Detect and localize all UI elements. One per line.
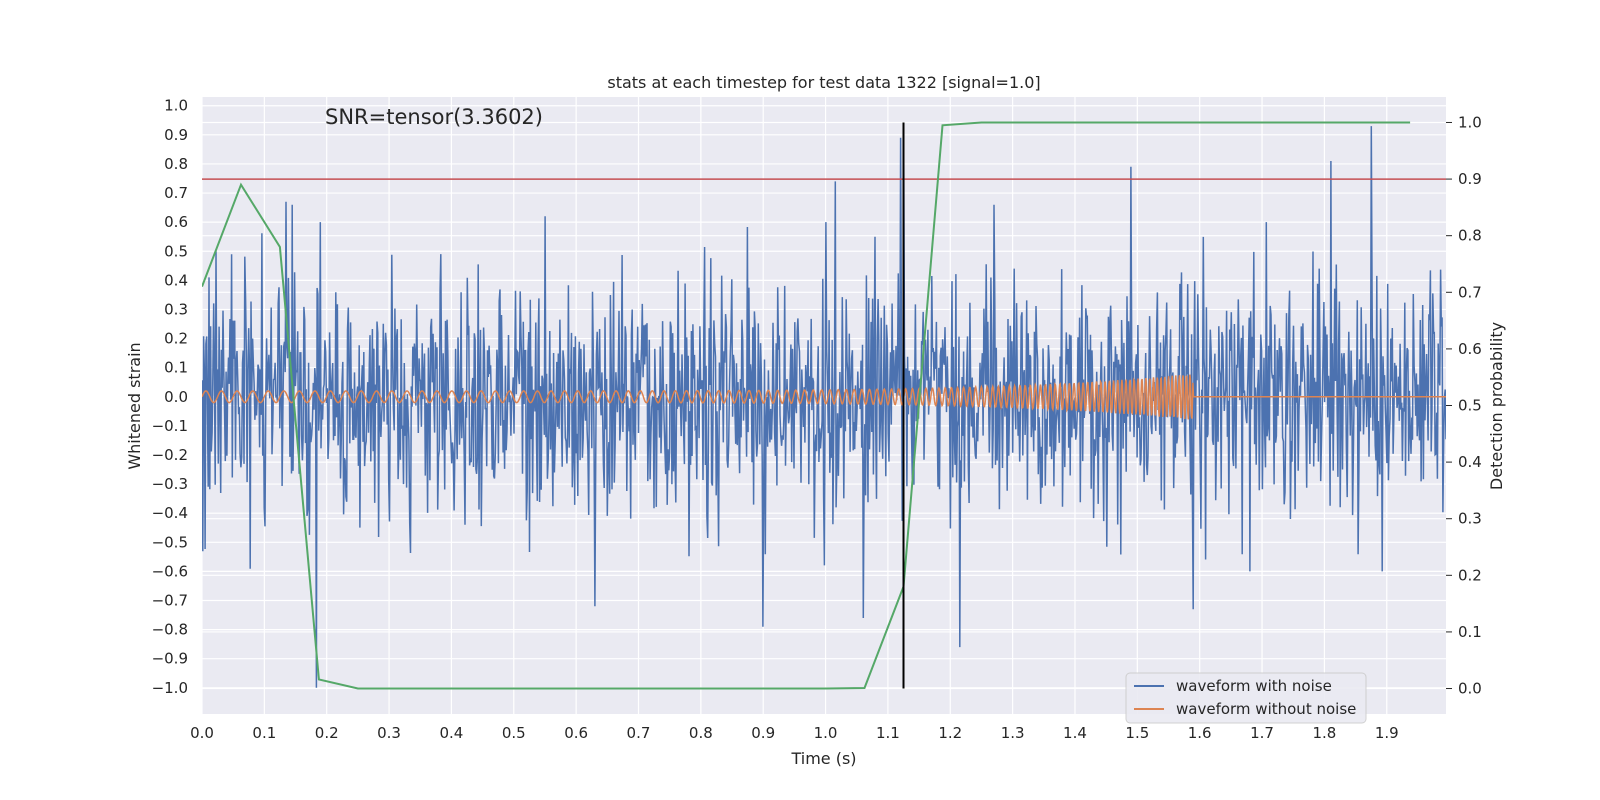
- y-tick-label: −0.7: [152, 591, 188, 609]
- x-tick-label: 1.6: [1188, 724, 1212, 742]
- series-detection-probability: [202, 121, 1411, 690]
- y-tick-label: 1.0: [164, 97, 188, 115]
- x-tick-label: 0.4: [439, 724, 463, 742]
- x-tick-label: 1.9: [1375, 724, 1399, 742]
- y-tick-label: −0.4: [152, 504, 188, 522]
- y2-tick-label: 0.6: [1458, 340, 1482, 358]
- x-tick-label: 1.5: [1125, 724, 1149, 742]
- x-tick-label: 0.7: [627, 724, 651, 742]
- series-waveform-with-noise: [202, 126, 1446, 688]
- y-tick-label: 0.0: [164, 388, 188, 406]
- y2-axis-label: Detection probability: [1487, 322, 1506, 490]
- x-tick-label: 1.4: [1063, 724, 1087, 742]
- y-tick-label: 0.7: [164, 184, 188, 202]
- y-tick-label: −0.6: [152, 562, 188, 580]
- x-tick-label: 1.8: [1312, 724, 1336, 742]
- y2-tick-label: 0.4: [1458, 453, 1482, 471]
- y2-tick-label: 0.8: [1458, 227, 1482, 245]
- x-axis-label: Time (s): [790, 749, 856, 768]
- y-tick-label: 0.5: [164, 242, 188, 260]
- y-tick-label: 0.3: [164, 300, 188, 318]
- y-tick-label: −0.5: [152, 533, 188, 551]
- snr-annotation: SNR=tensor(3.3602): [325, 105, 543, 129]
- legend: waveform with noise waveform without noi…: [1125, 672, 1367, 724]
- y2-tick-label: 0.9: [1458, 170, 1482, 188]
- x-tick-label: 1.3: [1001, 724, 1025, 742]
- x-tick-label: 0.2: [315, 724, 339, 742]
- y-tick-label: 0.8: [164, 155, 188, 173]
- x-tick-label: 0.8: [689, 724, 713, 742]
- y-tick-label: −1.0: [152, 679, 188, 697]
- x-tick-label: 1.2: [938, 724, 962, 742]
- x-tick-label: 0.5: [502, 724, 526, 742]
- x-axis-ticks: 0.0 0.1 0.2 0.3 0.4 0.5 0.6 0.7 0.8 0.9 1.0 1.1 1.2 1…: [190, 724, 1399, 742]
- x-tick-label: 0.9: [751, 724, 775, 742]
- y-tick-label: −0.3: [152, 475, 188, 493]
- y2-tick-label: 0.2: [1458, 566, 1482, 584]
- chart-title: stats at each timestep for test data 132…: [607, 73, 1040, 92]
- y-tick-label: −0.9: [152, 650, 188, 668]
- x-tick-label: 1.1: [876, 724, 900, 742]
- x-tick-label: 0.3: [377, 724, 401, 742]
- x-tick-label: 1.0: [814, 724, 838, 742]
- series-layer: [202, 121, 1446, 690]
- legend-box: [1125, 672, 1367, 724]
- y-tick-label: 0.2: [164, 330, 188, 348]
- x-tick-label: 0.1: [252, 724, 276, 742]
- y-tick-label: −0.1: [152, 417, 188, 435]
- series-waveform-without-noise: [202, 374, 1446, 420]
- y2-tick-label: 0.5: [1458, 397, 1482, 415]
- y2-tick-label: 0.0: [1458, 680, 1482, 698]
- y2-tick-label: 1.0: [1458, 113, 1482, 131]
- x-tick-label: 1.7: [1250, 724, 1274, 742]
- y-tick-label: 0.6: [164, 213, 188, 231]
- y2-tick-label: 0.1: [1458, 623, 1482, 641]
- y-tick-label: 0.1: [164, 359, 188, 377]
- x-tick-label: 0.0: [190, 724, 214, 742]
- y2-tick-label: 0.3: [1458, 510, 1482, 528]
- x-tick-label: 0.6: [564, 724, 588, 742]
- legend-label-clean: waveform without noise: [1176, 700, 1356, 718]
- y-axis-ticks: 1.0 0.9 0.8 0.7 0.6 0.5 0.4 0.3 0.2 0.1 0.0 −0.1 −0.…: [152, 97, 188, 697]
- y-tick-label: 0.9: [164, 126, 188, 144]
- y-tick-label: −0.8: [152, 621, 188, 639]
- y-axis-label: Whitened strain: [125, 342, 144, 469]
- y2-axis-ticks: 1.0 0.9 0.8 0.7 0.6 0.5 0.4 0.3 0.2 0.1 0.0: [1446, 113, 1482, 698]
- legend-label-noise: waveform with noise: [1176, 677, 1332, 695]
- y2-tick-label: 0.7: [1458, 283, 1482, 301]
- y-tick-label: 0.4: [164, 271, 188, 289]
- y-tick-label: −0.2: [152, 446, 188, 464]
